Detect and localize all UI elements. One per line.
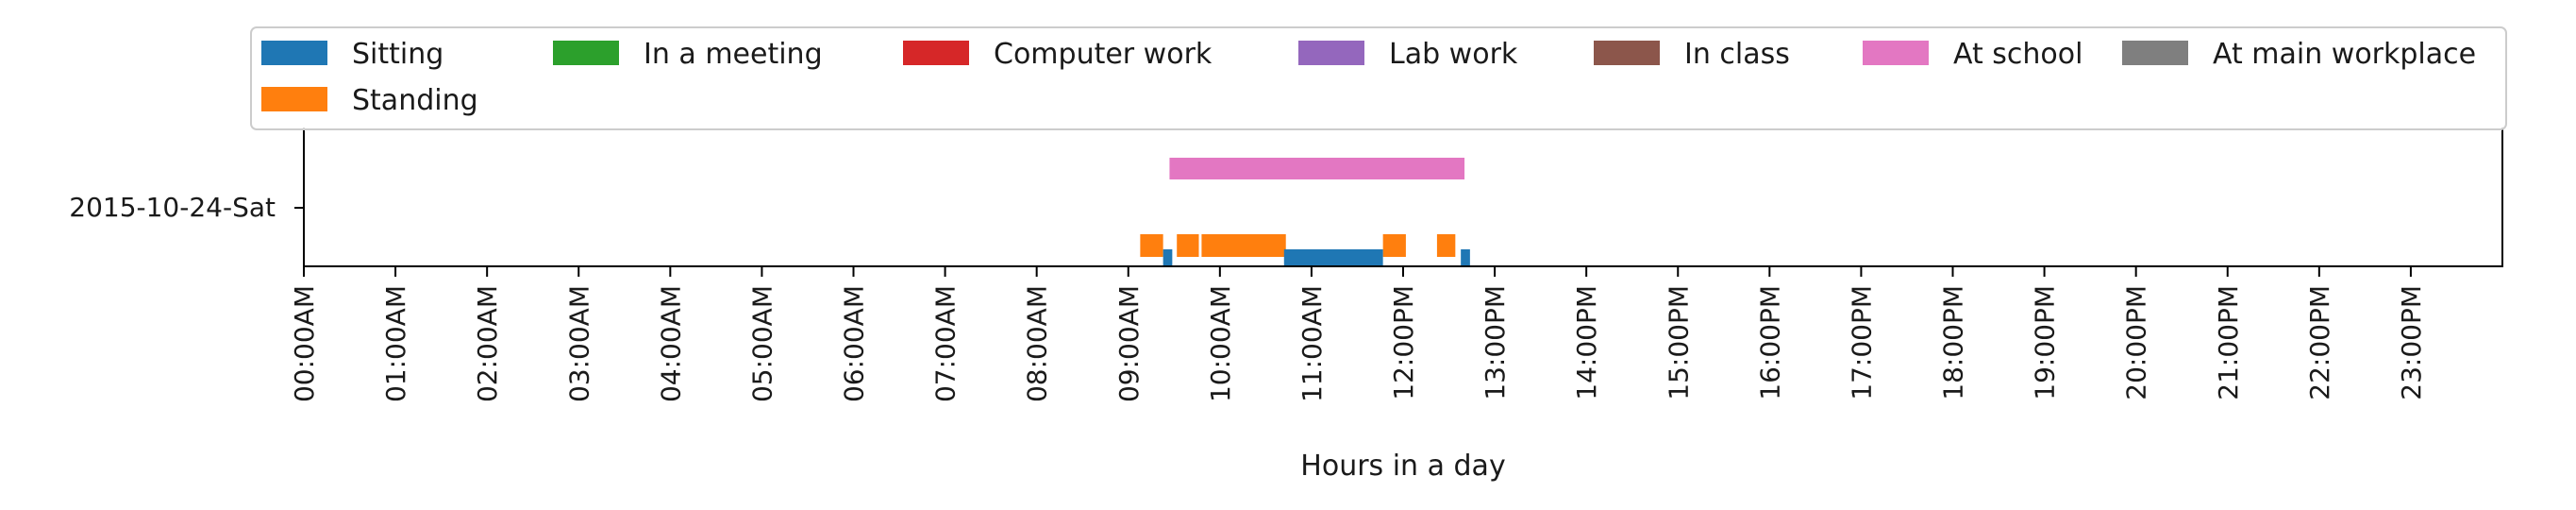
x-tick-label: 13:00PM (1480, 285, 1511, 400)
legend-label-computer-work: Computer work (994, 38, 1213, 71)
x-tick-label: 05:00AM (746, 285, 778, 402)
x-tick-label: 00:00AM (289, 285, 320, 402)
legend-label-at-main-workplace: At main workplace (2213, 38, 2476, 71)
x-tick-label: 20:00PM (2121, 285, 2152, 400)
segment-standing-5 (1436, 234, 1456, 257)
legend-label-in-class: In class (1684, 38, 1790, 71)
x-tick-label: 17:00PM (1846, 285, 1877, 400)
x-tick-label: 12:00PM (1388, 285, 1419, 400)
legend-label-at-school: At school (1953, 38, 2083, 71)
chart-axes: 2015-10-24-Sat 00:00AM 01:00AM 02:00AM 03:00… (69, 128, 2503, 483)
x-tick-label: 16:00PM (1754, 285, 1785, 400)
legend-frame (250, 26, 2507, 130)
chart-legend: Sitting Standing In a meeting Computer work… (250, 26, 2507, 130)
x-axis-title: Hours in a day (1300, 450, 1505, 483)
segment-sitting-6 (1163, 249, 1173, 267)
x-tick-label: 02:00AM (472, 285, 503, 402)
timeline-marks (1140, 158, 1470, 267)
legend-label-in-a-meeting: In a meeting (644, 38, 823, 71)
segment-standing-1 (1140, 234, 1163, 257)
legend-swatch-computer-work (903, 41, 969, 65)
y-tick-label: 2015-10-24-Sat (69, 192, 276, 223)
x-tick-label: 07:00AM (930, 285, 962, 402)
x-tick-label: 01:00AM (380, 285, 411, 402)
x-tick-label: 03:00AM (563, 285, 594, 402)
legend-swatch-in-class (1594, 41, 1660, 65)
x-tick-label: 09:00AM (1113, 285, 1145, 402)
legend-swatch-lab-work (1298, 41, 1364, 65)
x-tick-label: 14:00PM (1571, 285, 1602, 400)
legend-swatch-in-a-meeting (553, 41, 619, 65)
legend-label-sitting: Sitting (352, 38, 443, 71)
x-tick-label: 23:00PM (2396, 285, 2427, 400)
legend-swatch-at-main-workplace (2122, 41, 2188, 65)
x-tick-label: 22:00PM (2304, 285, 2335, 400)
x-tick-label: 08:00AM (1022, 285, 1053, 402)
x-tick-label: 15:00PM (1663, 285, 1694, 400)
x-tick-label: 11:00AM (1296, 285, 1328, 402)
legend-label-lab-work: Lab work (1389, 38, 1518, 71)
segment-standing-4 (1382, 234, 1406, 257)
legend-swatch-standing (261, 87, 327, 111)
x-tick-label: 04:00AM (655, 285, 686, 402)
x-tick-label: 10:00AM (1205, 285, 1236, 402)
legend-label-standing: Standing (352, 84, 478, 117)
x-tick-label: 06:00AM (839, 285, 870, 402)
x-tick-label: 21:00PM (2213, 285, 2244, 400)
segment-sitting-7 (1283, 249, 1383, 267)
legend-swatch-sitting (261, 41, 327, 65)
segment-sitting-8 (1461, 249, 1470, 267)
x-tick-label: 19:00PM (2030, 285, 2061, 400)
segment-at-school-0 (1169, 158, 1465, 179)
legend-swatch-at-school (1863, 41, 1929, 65)
segment-standing-3 (1201, 234, 1286, 257)
segment-standing-2 (1177, 234, 1199, 257)
x-tick-label: 18:00PM (1938, 285, 1969, 400)
